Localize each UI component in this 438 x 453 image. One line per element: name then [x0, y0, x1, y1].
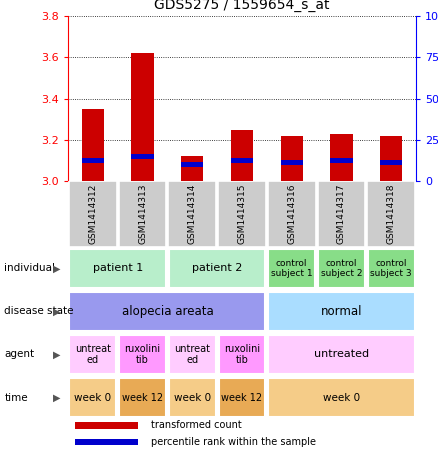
FancyBboxPatch shape	[318, 181, 365, 247]
Text: ruxolini
tib: ruxolini tib	[224, 344, 260, 365]
Text: week 0: week 0	[74, 392, 111, 403]
Text: time: time	[4, 392, 28, 403]
Bar	[75, 422, 138, 429]
Text: control
subject 1: control subject 1	[271, 259, 313, 278]
Bar	[231, 130, 253, 181]
FancyBboxPatch shape	[69, 335, 116, 374]
FancyBboxPatch shape	[368, 249, 415, 288]
Bar	[380, 136, 403, 181]
Bar	[75, 439, 138, 445]
Text: patient 2: patient 2	[192, 263, 242, 274]
FancyBboxPatch shape	[168, 181, 216, 247]
Text: individual: individual	[4, 263, 55, 274]
FancyBboxPatch shape	[69, 378, 116, 417]
FancyBboxPatch shape	[367, 181, 415, 247]
Text: control
subject 3: control subject 3	[371, 259, 412, 278]
FancyBboxPatch shape	[169, 378, 215, 417]
FancyBboxPatch shape	[169, 249, 265, 288]
Bar	[380, 160, 403, 165]
Text: ▶: ▶	[53, 306, 61, 317]
FancyBboxPatch shape	[69, 292, 265, 331]
Text: week 12: week 12	[122, 392, 163, 403]
FancyBboxPatch shape	[119, 181, 166, 247]
Text: ▶: ▶	[53, 349, 61, 360]
Text: week 12: week 12	[222, 392, 262, 403]
Text: GSM1414315: GSM1414315	[237, 183, 247, 244]
Bar	[281, 136, 303, 181]
Bar	[131, 53, 154, 181]
Bar	[131, 154, 154, 159]
FancyBboxPatch shape	[169, 335, 215, 374]
FancyBboxPatch shape	[219, 335, 265, 374]
Text: GSM1414317: GSM1414317	[337, 183, 346, 244]
Bar	[181, 162, 203, 167]
Text: GSM1414313: GSM1414313	[138, 183, 147, 244]
Text: alopecia areata: alopecia areata	[121, 305, 213, 318]
Bar	[81, 109, 104, 181]
FancyBboxPatch shape	[268, 335, 415, 374]
Text: ruxolini
tib: ruxolini tib	[124, 344, 161, 365]
Text: untreat
ed: untreat ed	[174, 344, 210, 365]
Text: GSM1414314: GSM1414314	[188, 183, 197, 244]
Text: ▶: ▶	[53, 263, 61, 274]
Text: GSM1414318: GSM1414318	[387, 183, 396, 244]
Text: agent: agent	[4, 349, 35, 360]
FancyBboxPatch shape	[119, 378, 166, 417]
Text: GSM1414316: GSM1414316	[287, 183, 296, 244]
FancyBboxPatch shape	[318, 249, 365, 288]
Text: untreated: untreated	[314, 349, 369, 360]
Text: week 0: week 0	[174, 392, 211, 403]
Bar	[281, 160, 303, 165]
Text: percentile rank within the sample: percentile rank within the sample	[152, 437, 317, 447]
FancyBboxPatch shape	[218, 181, 266, 247]
FancyBboxPatch shape	[268, 378, 415, 417]
Text: disease state: disease state	[4, 306, 74, 317]
FancyBboxPatch shape	[69, 181, 117, 247]
Title: GDS5275 / 1559654_s_at: GDS5275 / 1559654_s_at	[154, 0, 330, 12]
Bar	[181, 156, 203, 181]
Bar	[81, 158, 104, 163]
Text: transformed count: transformed count	[152, 420, 242, 430]
FancyBboxPatch shape	[268, 181, 316, 247]
FancyBboxPatch shape	[219, 378, 265, 417]
Bar	[330, 134, 353, 181]
Bar	[330, 158, 353, 163]
FancyBboxPatch shape	[69, 249, 166, 288]
Text: patient 1: patient 1	[92, 263, 143, 274]
FancyBboxPatch shape	[119, 335, 166, 374]
Text: normal: normal	[321, 305, 362, 318]
FancyBboxPatch shape	[268, 292, 415, 331]
Text: GSM1414312: GSM1414312	[88, 183, 97, 244]
Text: ▶: ▶	[53, 392, 61, 403]
Text: untreat
ed: untreat ed	[75, 344, 111, 365]
FancyBboxPatch shape	[268, 249, 315, 288]
Text: week 0: week 0	[323, 392, 360, 403]
Text: control
subject 2: control subject 2	[321, 259, 362, 278]
Bar	[231, 158, 253, 163]
